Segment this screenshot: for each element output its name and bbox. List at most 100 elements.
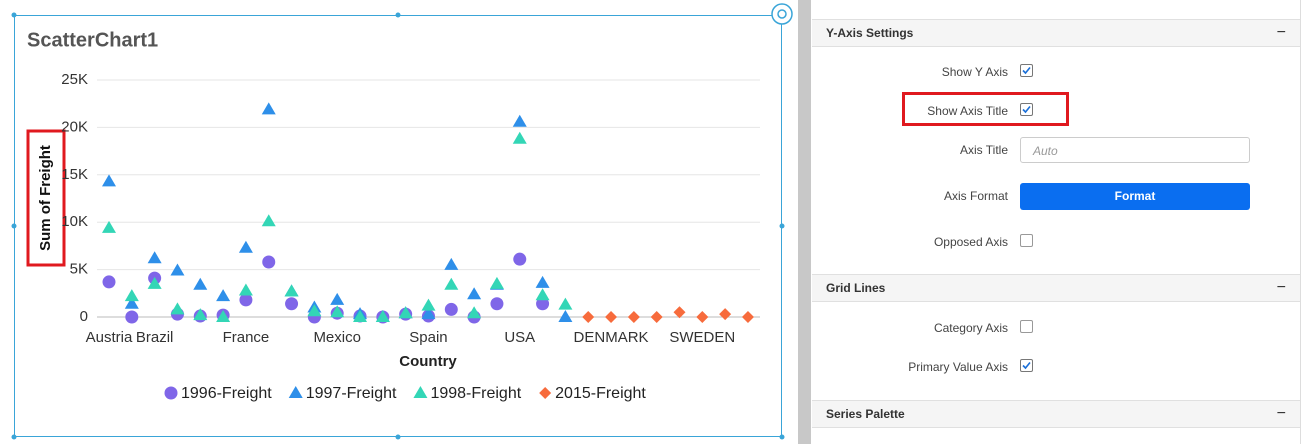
check-mark [1022,66,1031,75]
gear-icon[interactable] [771,3,793,25]
data-point [444,277,459,290]
x-tick-label: France [223,329,270,346]
data-point [353,310,368,322]
data-point [467,306,482,319]
resize-handle [779,223,785,229]
y-tick-label: 20K [61,118,88,135]
check-path [1022,66,1031,75]
resize-handle [11,223,17,229]
data-point [719,308,732,321]
checkbox[interactable] [1020,103,1033,116]
x-tick-label: Austria [86,329,133,346]
data-point [513,252,527,266]
gear-inner[interactable] [777,9,787,19]
data-point [696,311,709,323]
x-tick-label: Mexico [313,329,361,346]
widget-border [14,15,782,437]
legend-label: 1996-Freight [181,385,272,402]
data-point [558,310,573,322]
legend-marker [539,387,552,399]
data-point [193,308,208,321]
section-header[interactable]: Y-Axis Settings − [812,19,1300,47]
data-point [650,311,663,323]
data-point [741,311,754,323]
format-button[interactable]: Format [1020,183,1250,210]
highlight-box [26,129,66,267]
section-title: Grid Lines [826,281,886,295]
data-point [673,306,686,319]
data-point [193,277,208,290]
splitter[interactable] [798,0,811,444]
data-point [330,292,345,305]
data-point [375,310,390,322]
data-point [444,302,458,316]
check-mark [1022,105,1031,114]
data-point [512,131,527,144]
data-point [238,283,253,296]
data-point [535,275,550,288]
data-point [170,263,185,276]
legend-marker [288,386,303,398]
data-point [421,307,436,320]
data-point [330,305,345,318]
checkbox[interactable] [1020,64,1033,77]
highlight-box [902,92,1069,126]
section-header[interactable]: Series Palette − [812,400,1300,428]
check-path [1022,361,1031,370]
field-label: Opposed Axis [933,235,1008,249]
properties-panel: Y-Axis Settings − Show Y Axis Show Axis T… [812,0,1301,444]
data-point [125,310,139,324]
data-point [124,289,139,302]
legend-marker [164,386,178,400]
collapse-toggle[interactable]: − [1276,24,1286,41]
field-label: Axis Format [943,189,1008,203]
data-point [102,174,116,187]
data-point [261,214,276,227]
field-label: Axis Title [959,143,1008,157]
data-point [216,310,231,322]
collapse-toggle[interactable]: − [1276,279,1286,296]
text-input[interactable]: Auto [1020,137,1250,163]
section-header[interactable]: Grid Lines − [812,274,1300,302]
y-tick-label: 25K [61,71,88,88]
field-label: Show Y Axis [941,65,1008,79]
data-point [147,251,162,264]
data-point [582,311,595,323]
resize-handle [395,434,401,440]
data-point [398,306,413,319]
field-label: Category Axis [933,321,1008,335]
data-point [558,297,573,310]
data-point [490,297,504,311]
check-mark [1022,361,1031,370]
gear-outer[interactable] [771,3,793,25]
data-point [102,275,116,289]
y-tick-label: 10K [61,213,88,230]
x-tick-label: Spain [409,329,447,346]
data-point [147,276,162,289]
check-path [1022,105,1031,114]
checkbox[interactable] [1020,359,1033,372]
data-point [536,297,550,311]
data-point [284,284,299,297]
data-point [285,297,299,311]
data-point [124,296,139,309]
checkbox[interactable] [1020,234,1033,247]
data-point [535,288,550,301]
data-point [238,240,253,253]
data-point [605,311,618,323]
data-point [467,287,482,300]
x-tick-label: SWEDEN [669,329,735,346]
legend-label: 1998-Freight [430,385,521,402]
checkbox[interactable] [1020,320,1033,333]
resize-handle [11,12,17,18]
data-point [489,276,504,289]
data-point [239,293,253,307]
collapse-toggle[interactable]: − [1276,405,1286,422]
x-tick-label: DENMARK [574,329,649,346]
chart-widget: ScatterChart1 Sum of Freight Country 0 5K… [11,3,793,440]
y-tick-label: 15K [61,166,88,183]
legend-label: 1997-Freight [306,385,397,402]
y-axis-title: Sum of Freight [37,145,54,251]
y-tick-label: 5K [70,261,88,278]
